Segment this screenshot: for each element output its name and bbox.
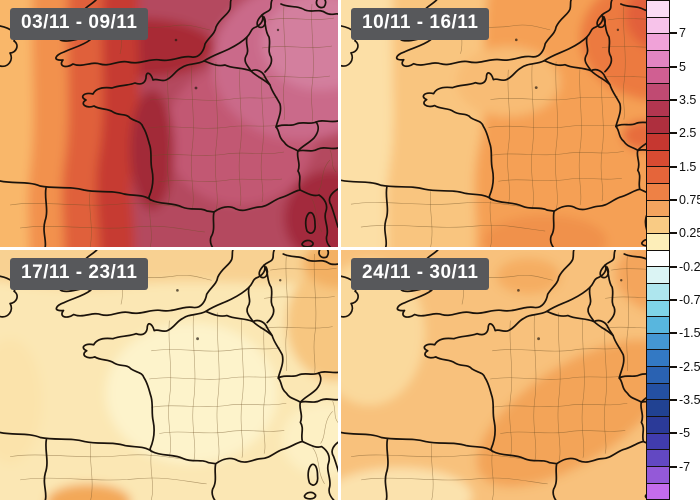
colorbar-cell	[647, 366, 669, 383]
colorbar-cell	[647, 216, 669, 233]
anomaly-map-week3	[0, 250, 338, 500]
colorbar-cell	[647, 116, 669, 134]
colorbar-cell	[647, 349, 669, 367]
map-panel-week2: 10/11 - 16/11	[341, 0, 648, 247]
colorbar-cell	[647, 282, 669, 300]
colorbar-cell	[647, 332, 669, 350]
colorbar-tick-label: -2.5	[679, 359, 700, 374]
colorbar-cell	[647, 432, 669, 450]
colorbar-tick-mark	[670, 299, 677, 301]
colorbar-tick-mark	[670, 432, 677, 435]
colorbar-tick-label: -3.5	[679, 393, 700, 407]
colorbar-cell	[647, 1, 669, 17]
colorbar-tick-label: 7	[679, 26, 686, 41]
map-panel-week1: 03/11 - 09/11	[0, 0, 338, 247]
colorbar-cell	[647, 99, 669, 117]
colorbar-tick-label: -0.25	[679, 259, 700, 274]
colorbar-tick-label: 0.25	[679, 226, 700, 241]
colorbar-cell	[647, 465, 669, 483]
panel-date-badge-week4: 24/11 - 30/11	[351, 258, 490, 290]
panel-date-badge-week1: 03/11 - 09/11	[10, 8, 149, 40]
colorbar-tick-mark	[670, 132, 677, 135]
anomaly-map-week1	[0, 0, 338, 247]
map-panel-week3: 17/11 - 23/11	[0, 250, 338, 500]
anomaly-map-week2	[341, 0, 648, 247]
colorbar-cell	[647, 149, 669, 167]
colorbar-cell	[647, 33, 669, 50]
panel-date-badge-week2: 10/11 - 16/11	[351, 8, 490, 40]
panel-date-badge-week3: 17/11 - 23/11	[10, 258, 149, 290]
colorbar-cells	[646, 0, 670, 500]
colorbar-cell	[647, 199, 669, 217]
map-panel-week4: 24/11 - 30/11	[341, 250, 648, 500]
colorbar-tick-mark	[670, 365, 677, 368]
colorbar-tick-mark	[670, 165, 677, 168]
colorbar-cell	[647, 416, 669, 433]
colorbar-cell	[647, 232, 669, 250]
colorbar-tick-label: -0.75	[679, 293, 700, 307]
map-grid: 03/11 - 09/11 10/11 - 16/11	[0, 0, 648, 500]
colorbar-tick-label: -5	[679, 426, 691, 441]
colorbar-tick-label: 0.75	[679, 193, 700, 207]
colorbar-tick-label: 1.5	[679, 159, 697, 174]
colorbar-cell	[647, 249, 669, 267]
colorbar-cell	[647, 449, 669, 466]
colorbar-cell	[647, 166, 669, 184]
colorbar-cell	[647, 382, 669, 400]
colorbar-cell	[647, 482, 669, 500]
colorbar-tick-mark	[670, 465, 677, 468]
colorbar-tick-mark	[670, 32, 677, 35]
colorbar-tick-mark	[670, 232, 677, 235]
colorbar-tick-mark	[670, 65, 677, 68]
colorbar-cell	[647, 49, 669, 67]
colorbar-tick-label: 5	[679, 59, 686, 74]
colorbar-tick-mark	[670, 199, 677, 201]
colorbar-cell	[647, 16, 669, 34]
anomaly-map-week4	[341, 250, 648, 500]
colorbar-tick-mark	[670, 332, 677, 335]
colorbar-tick-label: 3.5	[679, 93, 697, 107]
colorbar-cell	[647, 183, 669, 200]
colorbar-tick-label: -7	[679, 459, 691, 474]
colorbar-cell	[647, 266, 669, 283]
colorbar-cell	[647, 299, 669, 317]
colorbar-cell	[647, 399, 669, 417]
colorbar-tick-label: -1.5	[679, 326, 700, 341]
colorbar-cell	[647, 316, 669, 333]
colorbar-cell	[647, 83, 669, 100]
colorbar-tick-mark	[670, 99, 677, 101]
colorbar-cell	[647, 66, 669, 84]
colorbar-tick-mark	[670, 399, 677, 401]
colorbar-tick-label: 2.5	[679, 126, 697, 141]
colorbar: 7 5 3.5 2.5 1.5 0.75 0.25 -0.25 -0.75 -1.5 -2.5 -3.…	[646, 0, 700, 500]
colorbar-tick-mark	[670, 265, 677, 268]
colorbar-cell	[647, 133, 669, 150]
